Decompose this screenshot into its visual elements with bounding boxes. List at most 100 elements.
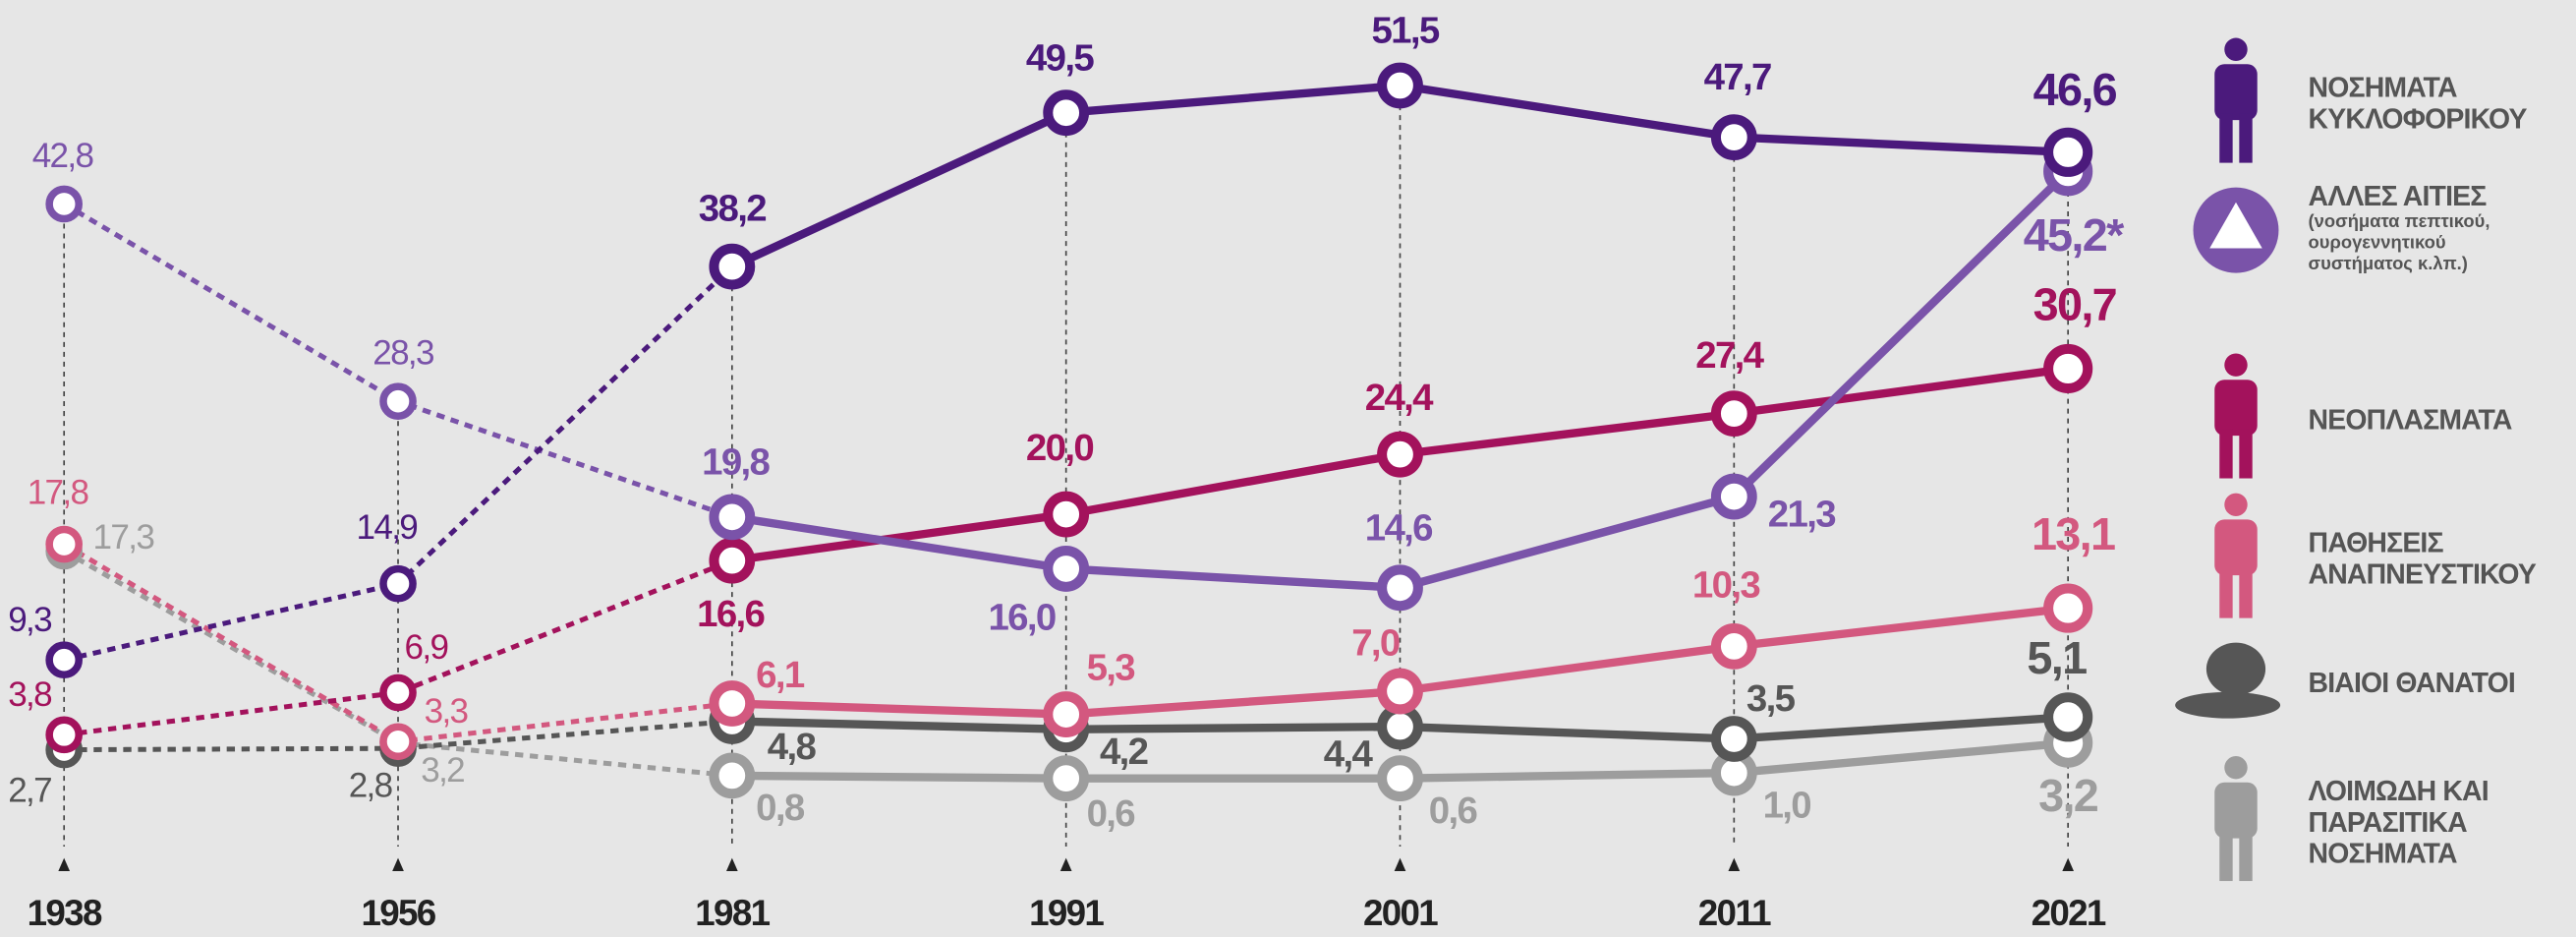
- legend-label: ΒΙΑΙΟΙ ΘΑΝΑΤΟΙ: [2309, 667, 2551, 698]
- x-tick-label: 1981: [695, 893, 770, 933]
- legend-icon-pool: [2175, 692, 2280, 719]
- legend-icon-leg: [2239, 832, 2252, 881]
- legend-label: ΝΕΟΠΛΑΣΜΑΤΑ: [2309, 403, 2551, 435]
- legend-icon-leg: [2239, 113, 2252, 162]
- legend-label: ΠΑΘΗΣΕΙΣ ΑΝΑΠΝΕΥΣΤΙΚΟΥ: [2309, 528, 2551, 591]
- value-label: 3,2: [421, 751, 464, 790]
- value-label: 0,8: [756, 787, 805, 829]
- value-label: 45,2*: [2024, 209, 2125, 261]
- legend-box: ΛΟΙΜΩΔΗ ΚΑΙ ΠΑΡΑΣΙΤΙΚΑ ΝΟΣΗΜΑΤΑ: [2309, 756, 2571, 888]
- point: [383, 727, 413, 756]
- value-label: 4,8: [768, 726, 817, 768]
- legend-entry: ΠΑΘΗΣΕΙΣ ΑΝΑΠΝΕΥΣΤΙΚΟΥ: [2309, 494, 2571, 625]
- x-tick-label: 2001: [1363, 893, 1438, 933]
- point: [49, 720, 79, 749]
- point: [49, 645, 79, 674]
- value-label: 51,5: [1371, 10, 1439, 52]
- value-label: 3,2: [2038, 770, 2098, 821]
- value-label: 49,5: [1026, 36, 1094, 79]
- value-label: 4,4: [1324, 732, 1374, 775]
- page: 19381956198119912001201120219,314,938,24…: [0, 0, 2576, 937]
- value-label: 5,3: [1087, 647, 1135, 689]
- value-label: 0,6: [1087, 792, 1135, 835]
- point: [1048, 551, 1084, 587]
- value-label: 2,7: [8, 771, 51, 809]
- value-label: 38,2: [699, 187, 766, 229]
- point: [714, 543, 750, 579]
- value-label: 24,4: [1365, 377, 1434, 419]
- legend-box: ΝΟΣΗΜΑΤΑ ΚΥΚΛΟΦΟΡΙΚΟΥ: [2309, 38, 2571, 170]
- legend-entry: ΝΟΣΗΜΑΤΑ ΚΥΚΛΟΦΟΡΙΚΟΥ: [2309, 38, 2571, 170]
- point: [49, 529, 79, 558]
- legend-icon-head: [2224, 494, 2247, 516]
- value-label: 3,8: [8, 675, 51, 714]
- point: [383, 677, 413, 707]
- value-label: 14,9: [357, 508, 418, 547]
- value-label: 27,4: [1695, 334, 1764, 377]
- value-label: 6,9: [405, 628, 448, 667]
- point: [383, 569, 413, 599]
- value-label: 14,6: [1365, 506, 1432, 549]
- value-label: 20,0: [1026, 427, 1093, 469]
- legend-icon-leg: [2219, 568, 2232, 617]
- point: [714, 685, 750, 722]
- legend-icon-head: [2224, 353, 2247, 376]
- legend-box: ΝΕΟΠΛΑΣΜΑΤΑ: [2309, 353, 2571, 485]
- legend-icon-body: [2214, 783, 2257, 839]
- value-label: 16,6: [697, 593, 764, 635]
- value-label: 17,3: [93, 518, 154, 556]
- point: [1048, 760, 1084, 796]
- value-label: 5,1: [2027, 632, 2087, 683]
- value-label: 7,0: [1351, 621, 1400, 664]
- legend-box: ΒΙΑΙΟΙ ΘΑΝΑΤΟΙ: [2309, 616, 2571, 748]
- legend-icon-leg: [2219, 113, 2232, 162]
- point: [1716, 479, 1752, 515]
- point: [1382, 569, 1418, 606]
- value-label: 42,8: [32, 137, 93, 175]
- value-label: 17,8: [28, 474, 88, 512]
- legend-entry: ΝΕΟΠΛΑΣΜΑΤΑ: [2309, 353, 2571, 485]
- value-label: 46,6: [2033, 64, 2117, 115]
- legend-label: ΛΟΙΜΩΔΗ ΚΑΙ ΠΑΡΑΣΙΤΙΚΑ ΝΟΣΗΜΑΤΑ: [2309, 775, 2551, 868]
- legend-icon-leg: [2239, 429, 2252, 478]
- value-label: 21,3: [1768, 493, 1835, 535]
- legend-entry: ΛΟΙΜΩΔΗ ΚΑΙ ΠΑΡΑΣΙΤΙΚΑ ΝΟΣΗΜΑΤΑ: [2309, 756, 2571, 888]
- value-label: 6,1: [756, 654, 805, 696]
- legend-box: ΑΛΛΕΣ ΑΙΤΙΕΣ(νοσήματα πεπτικού, ουρογενν…: [2309, 164, 2571, 296]
- value-label: 9,3: [8, 601, 51, 639]
- point: [1382, 673, 1418, 710]
- legend-icon-leg: [2239, 568, 2252, 617]
- value-label: 30,7: [2033, 278, 2116, 329]
- legend-icon-body: [2214, 380, 2257, 436]
- legend-label: ΑΛΛΕΣ ΑΙΤΙΕΣ: [2309, 181, 2551, 212]
- point: [2048, 589, 2088, 628]
- x-tick-label: 1956: [361, 893, 435, 933]
- point: [1716, 395, 1752, 432]
- value-label: 16,0: [988, 596, 1055, 638]
- value-label: 0,6: [1429, 790, 1477, 832]
- value-label: 3,5: [1746, 677, 1796, 720]
- point: [1382, 68, 1418, 104]
- legend-icon-body: [2214, 64, 2257, 120]
- point: [1382, 437, 1418, 473]
- legend-entry: ΒΙΑΙΟΙ ΘΑΝΑΤΟΙ: [2309, 616, 2571, 748]
- legend-icon-leg: [2219, 429, 2232, 478]
- legend-icon-head: [2224, 756, 2247, 779]
- legend-icon-body: [2214, 519, 2257, 575]
- value-label: 10,3: [1692, 563, 1759, 606]
- point: [2048, 133, 2088, 172]
- legend-entry: ΑΛΛΕΣ ΑΙΤΙΕΣ(νοσήματα πεπτικού, ουρογενν…: [2309, 164, 2571, 296]
- legend-box: ΠΑΘΗΣΕΙΣ ΑΝΑΠΝΕΥΣΤΙΚΟΥ: [2309, 494, 2571, 625]
- value-label: 1,0: [1763, 784, 1811, 826]
- value-label: 19,8: [702, 441, 770, 484]
- point: [714, 757, 750, 793]
- legend-icon: [2194, 188, 2279, 273]
- legend-icon-leg: [2219, 832, 2232, 881]
- value-label: 2,8: [349, 767, 392, 805]
- x-tick-label: 2011: [1698, 893, 1771, 933]
- value-label: 28,3: [372, 334, 433, 373]
- point: [1048, 696, 1084, 732]
- legend-icon-blob: [2206, 643, 2265, 695]
- point: [2048, 697, 2088, 736]
- legend-label: ΝΟΣΗΜΑΤΑ ΚΥΚΛΟΦΟΡΙΚΟΥ: [2309, 73, 2551, 136]
